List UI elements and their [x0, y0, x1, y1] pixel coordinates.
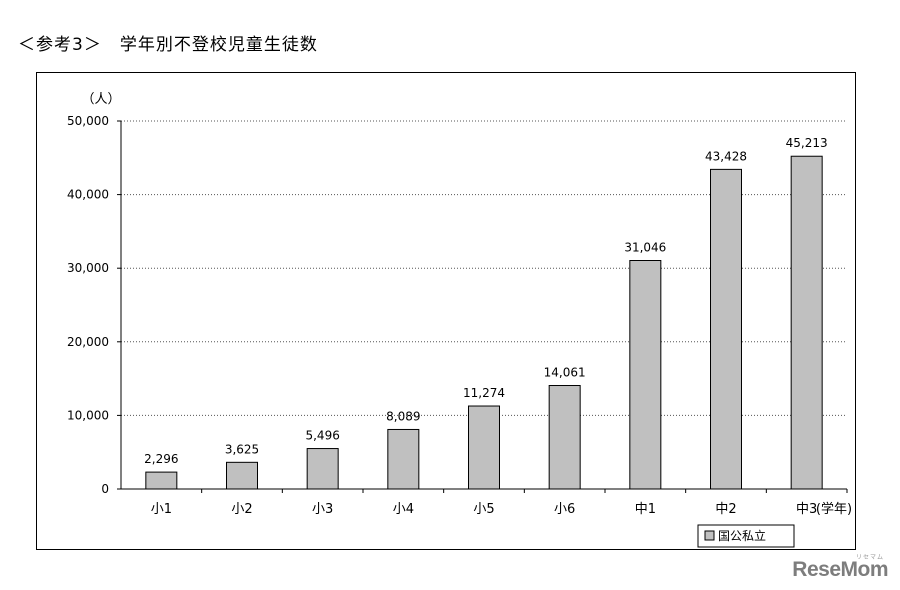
x-tick-label: 中1 [635, 502, 656, 517]
data-label: 5,496 [305, 429, 339, 443]
data-label: 31,046 [624, 241, 666, 255]
bar-chart: 0 10,000 20,000 30,000 40,000 50,000 （人） 2,296 小… [67, 92, 852, 548]
data-label: 3,625 [225, 442, 259, 456]
legend-label: 国公私立 [718, 528, 766, 543]
bar [629, 260, 662, 490]
data-label: 2,296 [144, 452, 178, 466]
x-tick-label: 小1 [151, 502, 172, 517]
y-tick-label: 50,000 [67, 114, 109, 128]
y-tick-label: 30,000 [67, 261, 109, 275]
data-label: 11,274 [463, 386, 505, 400]
x-tick-label: 小6 [554, 502, 575, 517]
y-tick-label: 20,000 [67, 335, 109, 349]
legend-box [697, 524, 795, 548]
bar [790, 155, 823, 490]
y-unit-label: （人） [81, 92, 120, 107]
bar [306, 448, 339, 490]
bar [145, 471, 178, 490]
data-label: 45,213 [786, 136, 828, 150]
watermark-kana: リセマム [855, 555, 884, 561]
x-tick-label: 小4 [393, 502, 414, 517]
data-label: 43,428 [705, 149, 747, 163]
bar [468, 405, 500, 490]
y-tick-label: 40,000 [67, 188, 109, 202]
y-tick-label: 10,000 [67, 408, 109, 422]
data-label: 14,061 [544, 366, 586, 380]
data-label: 8,089 [386, 409, 420, 423]
bar [226, 461, 258, 490]
chart-frame: 0 10,000 20,000 30,000 40,000 50,000 （人） 2,296 小… [36, 72, 856, 550]
legend-swatch [704, 530, 715, 541]
x-tick-label: 小3 [312, 502, 333, 517]
x-tick-label: 小5 [473, 502, 494, 517]
bar [710, 168, 742, 490]
watermark-brand: ReseMom [792, 558, 888, 581]
bar [387, 428, 420, 490]
bar [548, 385, 581, 490]
x-tick-label: 中2 [715, 502, 736, 517]
x-tick-label: 中3 [796, 502, 817, 517]
x-unit-label: (学年) [816, 501, 852, 517]
page-heading: ＜参考3＞ 学年別不登校児童生徒数 [18, 35, 318, 55]
watermark-logo: ReseMom リセマム [792, 555, 888, 582]
y-tick-label: 0 [101, 482, 109, 496]
x-tick-label: 小2 [231, 502, 252, 517]
